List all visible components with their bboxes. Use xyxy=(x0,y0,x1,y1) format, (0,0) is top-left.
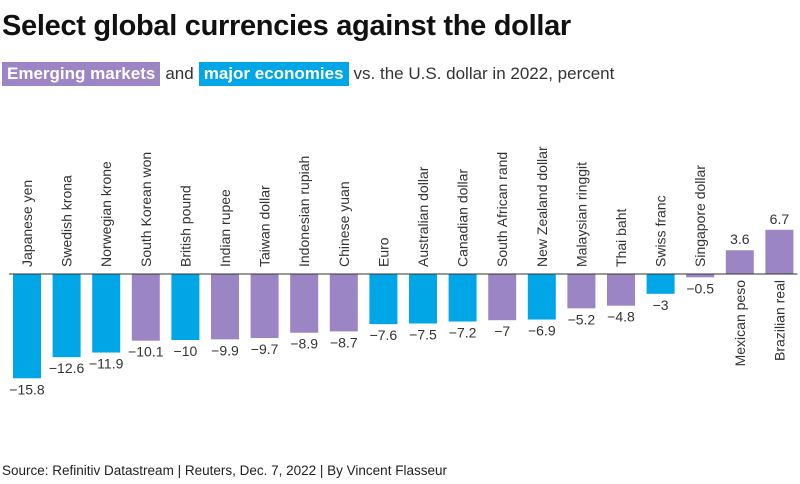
category-label-japanese-yen: Japanese yen xyxy=(19,180,35,267)
bar-chinese-yuan xyxy=(329,274,358,332)
category-label-norwegian-krone: Norwegian krone xyxy=(98,161,114,267)
value-label-australian-dollar: −7.5 xyxy=(409,327,437,343)
value-label-thai-baht: −4.8 xyxy=(607,309,635,325)
value-label-mexican-peso: 3.6 xyxy=(730,231,750,247)
source-note: Source: Refinitiv Datastream | Reuters, … xyxy=(2,463,447,478)
category-label-indian-rupee: Indian rupee xyxy=(217,189,233,267)
category-label-canadian-dollar: Canadian dollar xyxy=(455,169,471,267)
value-label-taiwan-dollar: −9.7 xyxy=(251,341,279,357)
value-label-brazilian-real: 6.7 xyxy=(770,211,790,227)
bar-thai-baht xyxy=(607,274,635,306)
subtitle-connector: and xyxy=(165,64,194,83)
value-label-south-korean-won: −10.1 xyxy=(128,344,164,360)
legend-emerging-markets: Emerging markets xyxy=(2,62,161,86)
bar-japanese-yen xyxy=(13,274,41,379)
category-label-taiwan-dollar: Taiwan dollar xyxy=(257,185,273,267)
bar-south-african-rand xyxy=(488,274,517,321)
bar-taiwan-dollar xyxy=(250,274,279,339)
bar-brazilian-real xyxy=(765,229,794,274)
category-label-british-pound: British pound xyxy=(177,185,193,267)
bar-norwegian-krone xyxy=(92,274,121,353)
bar-british-pound xyxy=(171,274,200,340)
bar-indonesian-rupiah xyxy=(290,274,319,333)
bar-malaysian-ringgit xyxy=(567,274,596,309)
category-label-swedish-krona: Swedish krona xyxy=(59,175,75,267)
value-label-norwegian-krone: −11.9 xyxy=(89,356,124,372)
value-label-south-african-rand: −7 xyxy=(494,323,510,339)
bar-south-korean-won xyxy=(131,274,160,341)
bar-singapore-dollar xyxy=(686,274,715,278)
value-label-new-zealand-dollar: −6.9 xyxy=(528,323,556,339)
category-label-chinese-yuan: Chinese yuan xyxy=(336,181,352,267)
value-label-canadian-dollar: −7.2 xyxy=(449,325,477,341)
category-label-australian-dollar: Australian dollar xyxy=(415,166,431,267)
category-label-mexican-peso: Mexican peso xyxy=(732,280,748,367)
category-label-south-korean-won: South Korean won xyxy=(138,152,154,267)
chart-title: Select global currencies against the dol… xyxy=(2,10,571,42)
bar-swedish-krona xyxy=(52,274,81,358)
value-label-indonesian-rupiah: −8.9 xyxy=(290,336,318,352)
value-label-singapore-dollar: −0.5 xyxy=(686,280,714,296)
value-label-euro: −7.6 xyxy=(370,327,398,343)
chart-subtitle: Emerging markets and major economies vs.… xyxy=(2,61,619,87)
category-label-brazilian-real: Brazilian real xyxy=(771,280,787,361)
category-label-singapore-dollar: Singapore dollar xyxy=(692,165,708,267)
subtitle-rest: vs. the U.S. dollar in 2022, percent xyxy=(353,64,615,83)
value-label-malaysian-ringgit: −5.2 xyxy=(568,311,596,327)
category-label-thai-baht: Thai baht xyxy=(613,209,629,267)
bar-new-zealand-dollar xyxy=(527,274,556,320)
value-label-british-pound: −10 xyxy=(174,343,198,359)
value-label-japanese-yen: −15.8 xyxy=(9,381,45,397)
category-label-swiss-franc: Swiss franc xyxy=(653,195,669,267)
bar-indian-rupee xyxy=(211,274,239,340)
category-label-south-african-rand: South African rand xyxy=(494,152,510,267)
bar-australian-dollar xyxy=(409,274,437,324)
category-label-new-zealand-dollar: New Zealand dollar xyxy=(534,146,550,267)
value-label-indian-rupee: −9.9 xyxy=(211,342,239,358)
category-label-malaysian-ringgit: Malaysian ringgit xyxy=(573,162,589,267)
value-label-swedish-krona: −12.6 xyxy=(49,360,85,376)
bar-chart: −15.8 Japanese yen −12.6 Swedish krona −11.9… xyxy=(9,146,798,397)
category-label-euro: Euro xyxy=(375,237,391,267)
bar-mexican-peso xyxy=(725,250,754,274)
category-label-indonesian-rupiah: Indonesian rupiah xyxy=(296,156,312,267)
value-label-swiss-franc: −3 xyxy=(653,297,669,313)
value-label-chinese-yuan: −8.7 xyxy=(330,334,358,350)
legend-major-economies: major economies xyxy=(198,62,349,86)
bar-canadian-dollar xyxy=(448,274,477,322)
bar-euro xyxy=(369,274,398,325)
bar-swiss-franc xyxy=(646,274,675,294)
